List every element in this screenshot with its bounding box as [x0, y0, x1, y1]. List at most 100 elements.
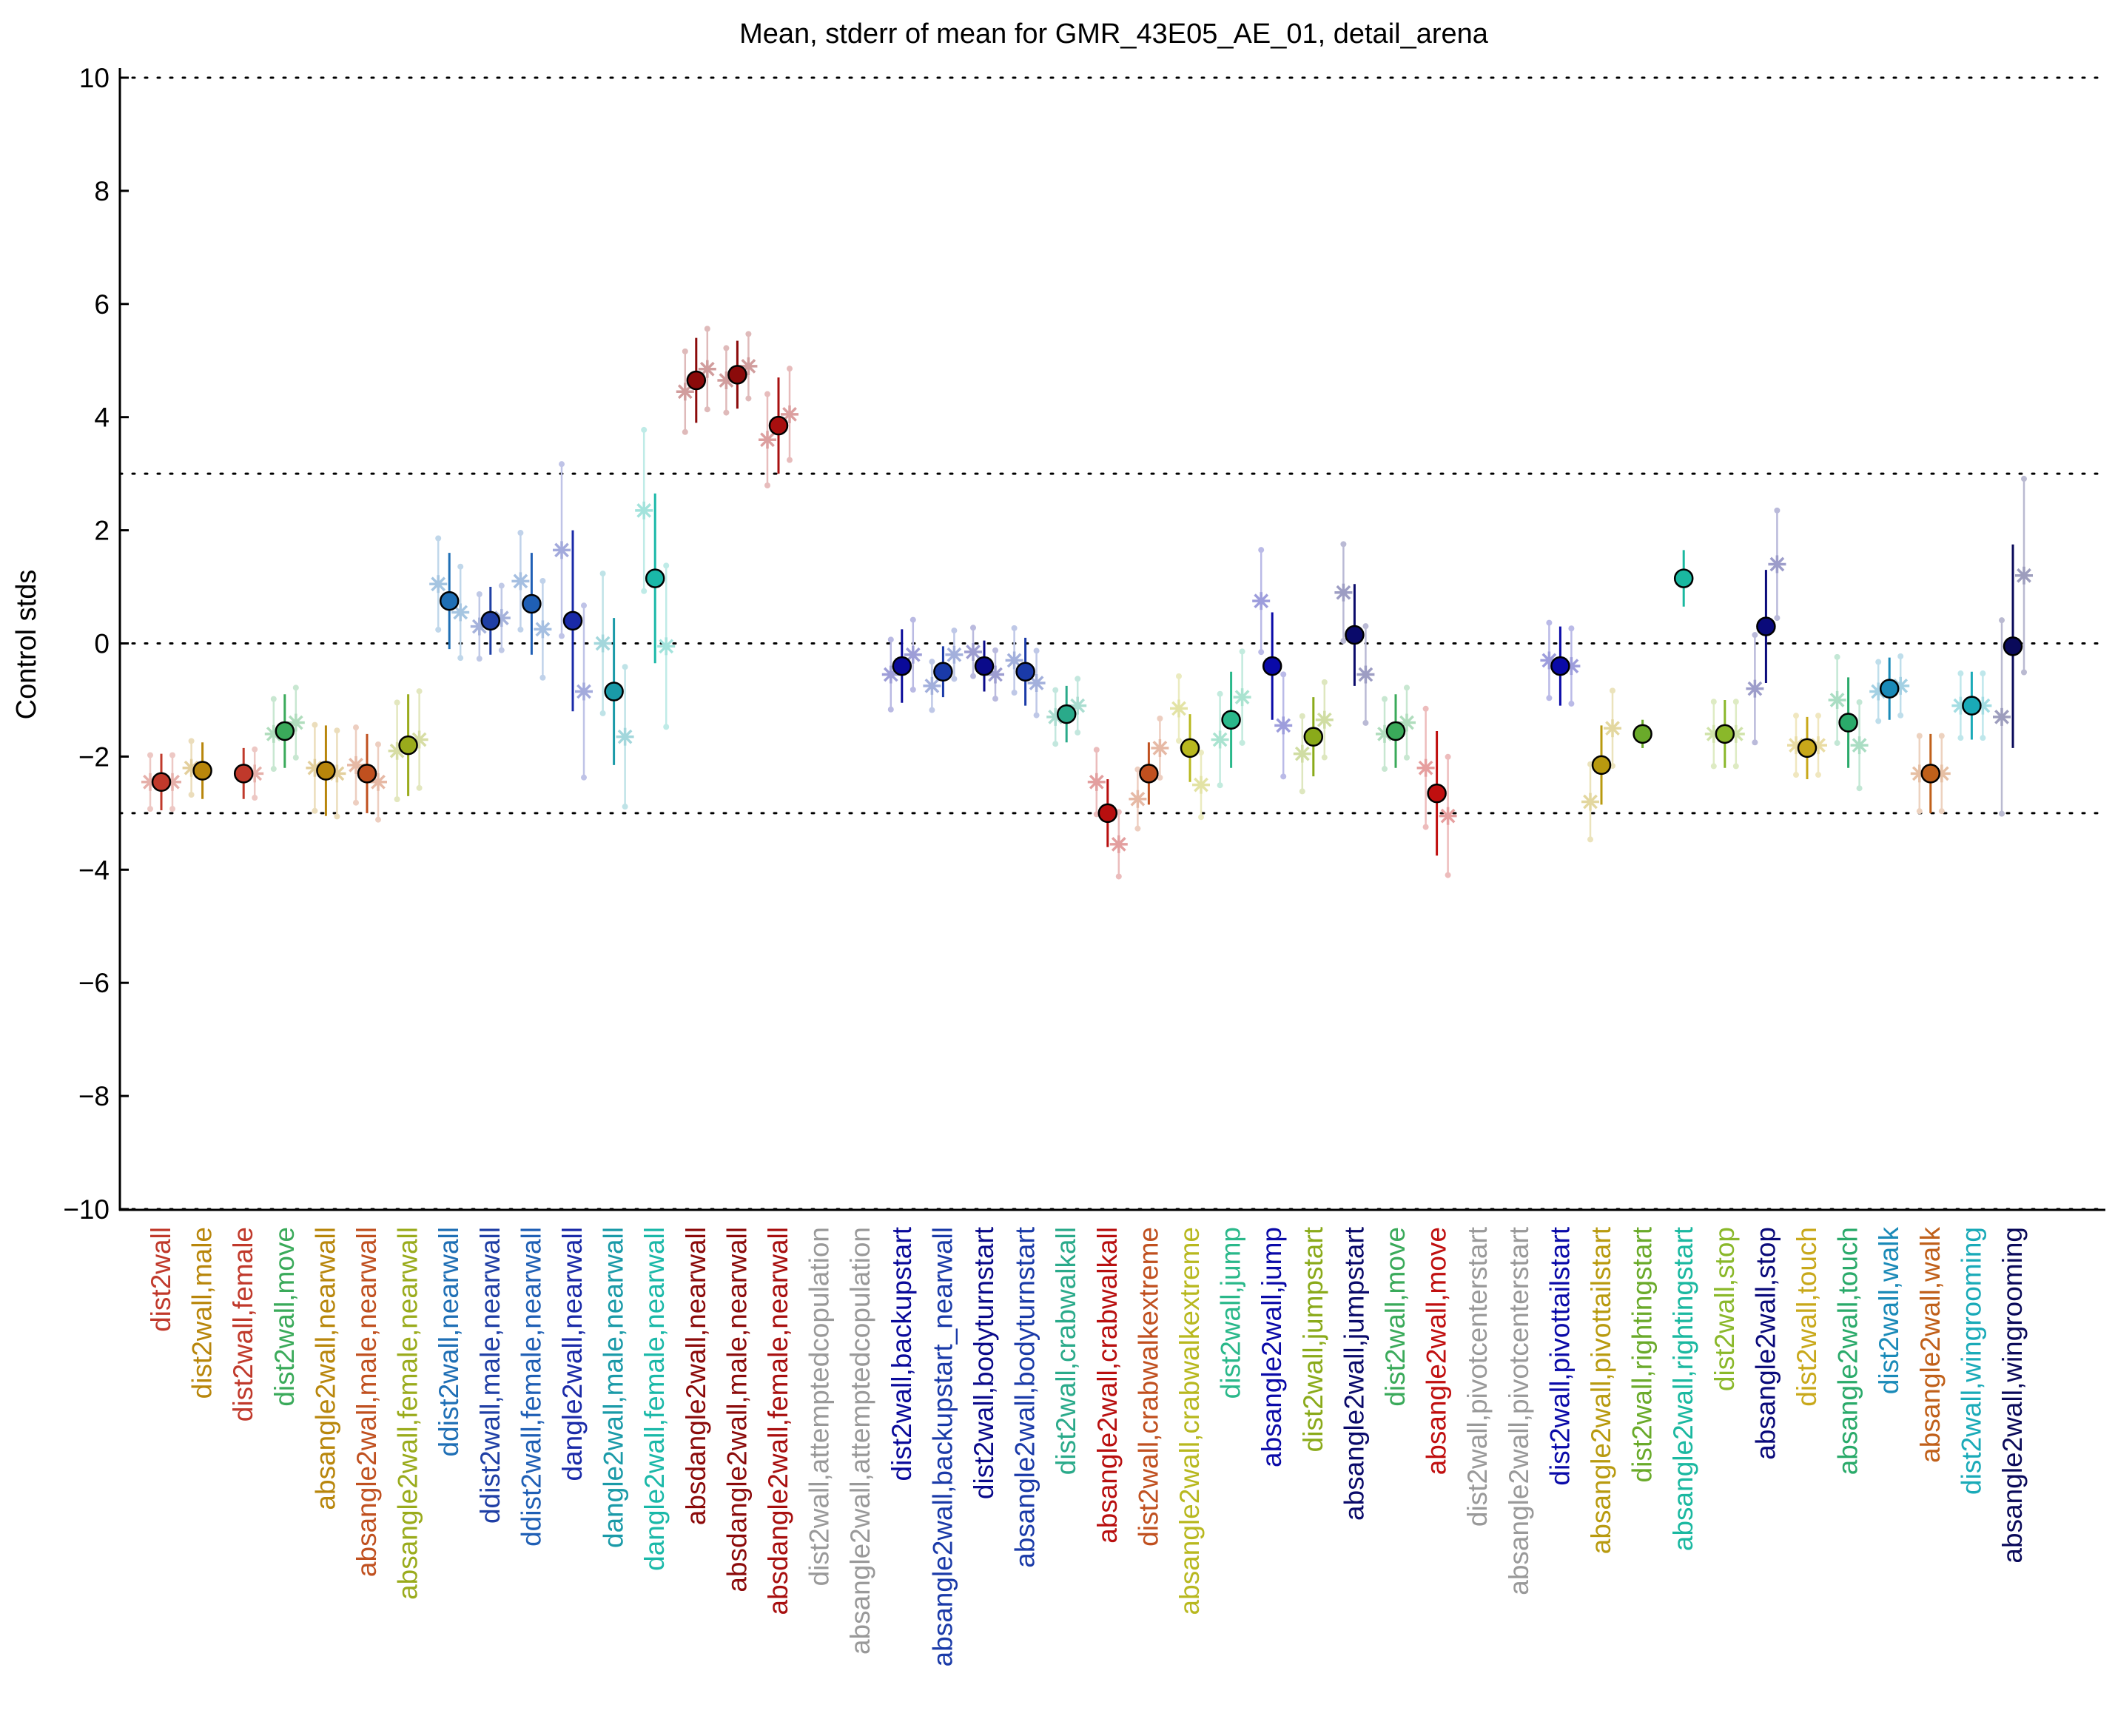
asterisk-stroke: [1829, 693, 1845, 707]
x-tick-label: dangle2wall,female,nearwall: [639, 1227, 670, 1571]
asterisk-stroke: [1152, 741, 1168, 756]
y-tick-label: 8: [94, 176, 110, 206]
axes: [118, 68, 2105, 1211]
asterisk-stroke: [1994, 710, 2009, 724]
x-tick-label: absangle2wall,pivottailstart: [1586, 1226, 1616, 1554]
x-tick-label: absangle2wall,attemptedcopulation: [845, 1227, 875, 1655]
mean-marker: [645, 568, 665, 588]
sex-error-cap: [1938, 733, 1945, 739]
asterisk-marker: [1398, 713, 1416, 732]
category-marks: [429, 535, 470, 662]
sex-error-cap: [1732, 699, 1739, 705]
asterisk-marker: [676, 383, 694, 401]
category-marks: [1334, 541, 1375, 726]
sex-error-cap: [1793, 713, 1799, 719]
x-tick-label: absangle2wall,backupstart_nearwall: [927, 1227, 958, 1666]
sex-error-cap: [887, 636, 894, 643]
x-tick-label: dangle2wall,nearwall: [557, 1227, 588, 1481]
mean-marker: [1715, 724, 1735, 744]
sex-error-cap: [951, 676, 958, 682]
asterisk-stroke: [535, 622, 551, 637]
mean-marker: [2003, 636, 2023, 656]
mean-marker: [275, 721, 295, 741]
mean-marker: [892, 656, 912, 676]
asterisk-marker: [1027, 674, 1046, 693]
mean-marker: [1015, 662, 1035, 682]
x-tick-label: dist2wall,rightingstart: [1627, 1226, 1658, 1482]
category-marks: [347, 724, 387, 823]
asterisk-stroke: [1852, 738, 1867, 753]
x-tick-label: dist2wall,backupstart: [887, 1226, 917, 1481]
mean-marker: [686, 370, 707, 391]
sex-error-cap: [353, 799, 359, 806]
asterisk-stroke: [307, 760, 323, 776]
sex-error-cap: [1546, 619, 1553, 626]
asterisk-stroke: [554, 542, 569, 558]
asterisk-stroke: [1029, 676, 1044, 690]
sex-error-cap: [498, 647, 505, 653]
asterisk-marker: [945, 645, 964, 664]
sex-error-cap: [1217, 782, 1223, 789]
sex-error-cap: [704, 406, 710, 413]
sex-error-cap: [704, 326, 710, 332]
mean-marker: [233, 764, 254, 784]
sex-error-cap: [992, 647, 998, 653]
category-marks: [388, 688, 428, 803]
sex-error-cap: [909, 686, 916, 693]
x-tick-label: absdangle2wall,male,nearwall: [722, 1227, 752, 1592]
sex-error-cap: [1422, 705, 1429, 712]
sex-error-cap: [1445, 872, 1451, 878]
mean-marker: [1797, 738, 1818, 758]
sex-error-cap: [1793, 772, 1799, 778]
x-tick-label: dist2wall,pivottailstart: [1544, 1226, 1575, 1485]
sex-error-cap: [188, 738, 195, 744]
sex-error-cap: [169, 806, 175, 813]
x-tick-label: ddist2wall,female,nearwall: [516, 1227, 546, 1547]
sex-error-cap: [1999, 810, 2005, 817]
x-tick-label: absangle2wall,touch: [1833, 1227, 1863, 1475]
sex-error-cap: [2021, 476, 2027, 482]
sex-error-cap: [375, 816, 381, 823]
category-marks: [881, 616, 922, 713]
sex-error-cap: [1362, 623, 1369, 630]
asterisk-marker: [553, 541, 571, 559]
category-marks: [511, 530, 552, 681]
asterisk-stroke: [1294, 746, 1310, 761]
asterisk-marker: [1993, 707, 2011, 726]
sex-error-cap: [476, 656, 482, 662]
mean-marker: [192, 761, 212, 781]
mean-marker: [1139, 764, 1159, 784]
sex-error-cap: [1875, 718, 1882, 724]
category-marks: [1993, 476, 2033, 817]
x-tick-label: dist2wall,bodyturnstart: [969, 1226, 999, 1499]
sex-error-cap: [1834, 653, 1840, 660]
sex-error-cap: [1033, 647, 1040, 654]
sex-error-cap: [723, 345, 730, 351]
mean-marker: [1879, 679, 1900, 699]
asterisk-marker: [657, 637, 676, 656]
asterisk-marker: [1151, 739, 1169, 757]
sex-error-cap: [1999, 617, 2005, 624]
sex-error-cap: [1568, 625, 1575, 632]
sex-error-cap: [1752, 632, 1758, 639]
sex-error-cap: [622, 804, 628, 810]
asterisk-marker: [1129, 790, 1147, 808]
x-tick-label: absangle2wall,rightingstart: [1668, 1226, 1698, 1551]
asterisk-marker: [575, 682, 593, 701]
sex-error-cap: [1093, 747, 1100, 753]
sex-error-cap: [581, 602, 587, 609]
category-marks: [141, 752, 181, 813]
sex-error-cap: [539, 674, 546, 681]
sex-error-cap: [1340, 638, 1347, 645]
asterisk-stroke: [1583, 794, 1598, 810]
asterisk-marker: [429, 575, 448, 593]
sex-error-cap: [270, 696, 277, 702]
sex-error-cap: [970, 673, 976, 679]
sex-error-cap: [1321, 754, 1328, 761]
data-marks: [141, 326, 2033, 880]
sex-error-cap: [1815, 713, 1821, 719]
asterisk-marker: [759, 431, 776, 449]
sex-error-cap: [745, 395, 752, 402]
y-tick-label: 2: [94, 516, 110, 546]
asterisk-stroke: [1234, 690, 1250, 705]
